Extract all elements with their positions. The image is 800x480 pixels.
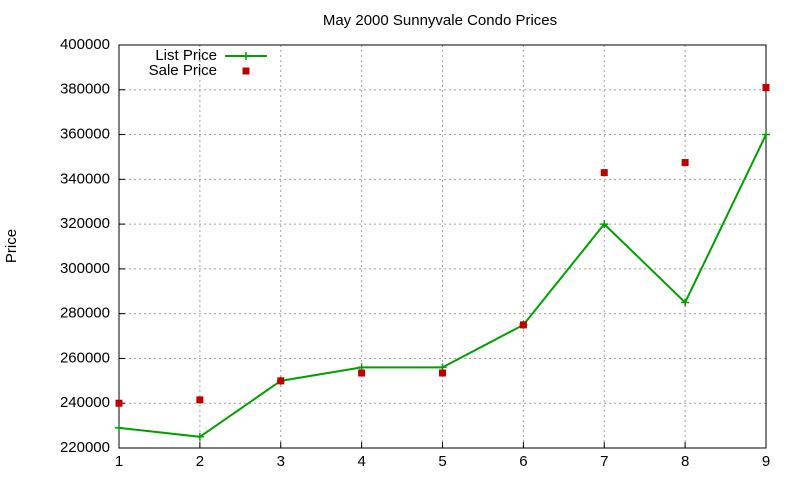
y-tick-label: 220000 (60, 439, 110, 456)
data-point (195, 432, 204, 441)
data-point (358, 369, 366, 377)
legend-marker (242, 67, 250, 75)
y-tick-label: 240000 (60, 394, 110, 411)
y-tick-label: 360000 (60, 126, 110, 143)
data-point (681, 159, 689, 167)
y-tick-label: 340000 (60, 170, 110, 187)
data-point (439, 369, 446, 377)
y-tick-label: 280000 (60, 305, 110, 322)
plot-frame (118, 44, 767, 449)
data-point (681, 298, 690, 307)
data-point (196, 396, 204, 404)
x-tick-label: 4 (357, 453, 365, 470)
y-tick-label: 320000 (60, 215, 110, 232)
y-tick-label: 400000 (60, 36, 110, 53)
x-tick-label: 6 (519, 453, 527, 470)
legend-label: List Price (155, 47, 217, 64)
y-tick-label: 260000 (60, 349, 110, 366)
data-point (600, 169, 608, 177)
x-tick-label: 5 (438, 453, 446, 470)
legend-marker (242, 52, 250, 60)
chart-title: May 2000 Sunnyvale Condo Prices (323, 12, 557, 29)
data-point (762, 130, 770, 139)
x-tick-label: 8 (681, 453, 689, 470)
data-point (519, 321, 527, 329)
legend-label: Sale Price (149, 62, 217, 79)
y-tick-label: 300000 (60, 260, 110, 277)
data-point (115, 423, 123, 432)
x-tick-label: 2 (196, 453, 204, 470)
y-axis-label: Price (3, 229, 20, 263)
x-tick-label: 9 (762, 453, 770, 470)
data-point (277, 377, 285, 385)
data-point (600, 220, 609, 229)
y-tick-label: 380000 (60, 81, 110, 98)
x-tick-label: 1 (115, 453, 123, 470)
data-point (762, 84, 770, 92)
x-tick-label: 7 (600, 453, 608, 470)
data-point (115, 399, 123, 407)
x-tick-label: 3 (277, 453, 285, 470)
